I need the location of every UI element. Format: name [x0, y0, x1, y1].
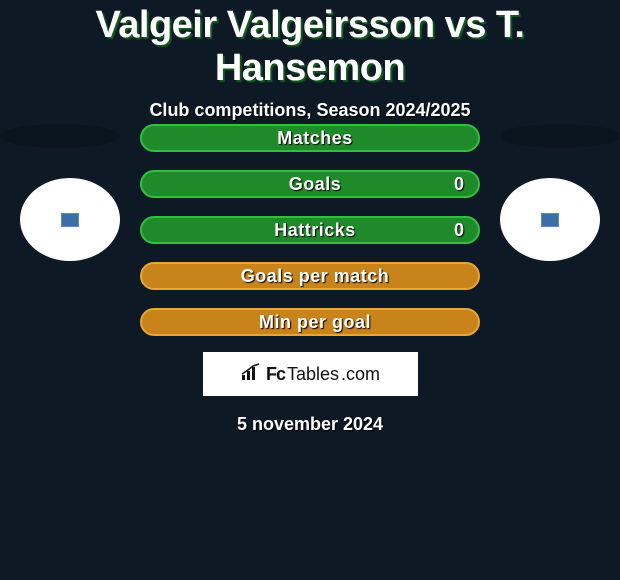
- page-title: Valgeir Valgeirsson vs T. Hansemon: [0, 0, 620, 90]
- stat-bar: Goals per match: [140, 262, 480, 290]
- stat-bars: Matches Goals 0 Hattricks 0 Goals per match Mi…: [140, 124, 480, 354]
- stat-value-right: 0: [454, 220, 464, 241]
- shirt-icon: [61, 213, 79, 227]
- stat-bar: Goals 0: [140, 170, 480, 198]
- stat-label: Hattricks: [274, 220, 356, 241]
- stat-label: Min per goal: [259, 312, 371, 333]
- logo-tables: Tables: [287, 364, 339, 385]
- date: 5 november 2024: [0, 414, 620, 435]
- subtitle: Club competitions, Season 2024/2025: [0, 100, 620, 121]
- avatar-right: [500, 178, 600, 261]
- stat-bar: Matches: [140, 124, 480, 152]
- avatar-left: [20, 178, 120, 261]
- stat-bar: Min per goal: [140, 308, 480, 336]
- stat-label: Goals per match: [241, 266, 390, 287]
- stat-bar: Hattricks 0: [140, 216, 480, 244]
- stat-label: Matches: [277, 128, 353, 149]
- logo-suffix: .com: [341, 364, 380, 385]
- logo-fc: Fc: [266, 364, 285, 385]
- pedestal-right: [500, 124, 620, 148]
- logo: FcTables.com: [240, 363, 380, 386]
- stat-value-right: 0: [454, 174, 464, 195]
- pedestal-left: [0, 124, 120, 148]
- chart-icon: [240, 363, 262, 386]
- shirt-icon: [541, 213, 559, 227]
- logo-box: FcTables.com: [203, 352, 418, 396]
- footer-area: FcTables.com 5 november 2024: [0, 352, 620, 435]
- stat-label: Goals: [289, 174, 342, 195]
